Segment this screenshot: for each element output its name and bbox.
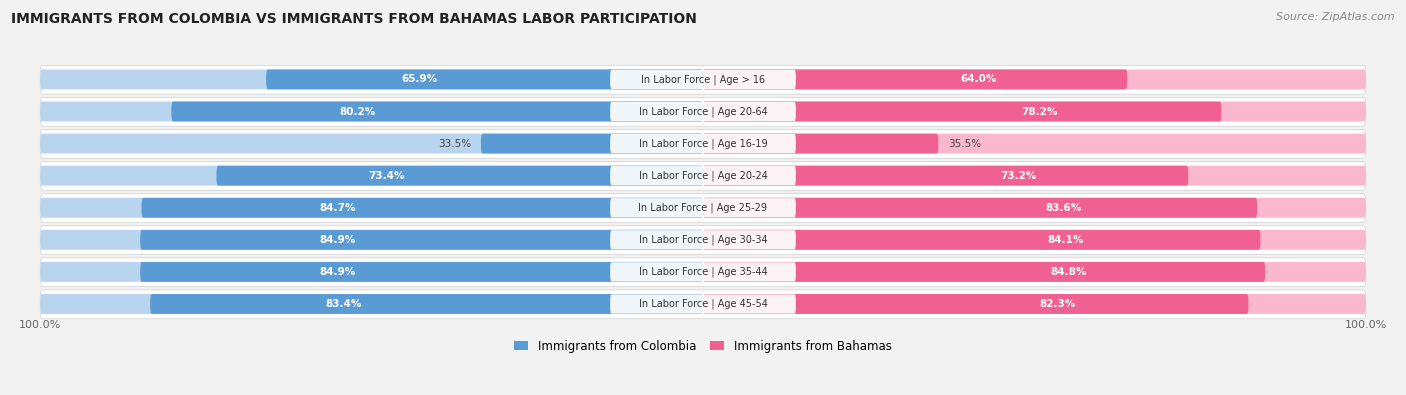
FancyBboxPatch shape — [703, 294, 1249, 314]
FancyBboxPatch shape — [703, 198, 1365, 218]
FancyBboxPatch shape — [481, 134, 703, 154]
FancyBboxPatch shape — [172, 102, 703, 121]
Text: 73.2%: 73.2% — [1000, 171, 1036, 181]
Text: 73.4%: 73.4% — [368, 171, 405, 181]
FancyBboxPatch shape — [141, 262, 703, 282]
Text: IMMIGRANTS FROM COLOMBIA VS IMMIGRANTS FROM BAHAMAS LABOR PARTICIPATION: IMMIGRANTS FROM COLOMBIA VS IMMIGRANTS F… — [11, 12, 697, 26]
FancyBboxPatch shape — [266, 70, 703, 89]
FancyBboxPatch shape — [703, 166, 1365, 186]
FancyBboxPatch shape — [150, 294, 703, 314]
Legend: Immigrants from Colombia, Immigrants from Bahamas: Immigrants from Colombia, Immigrants fro… — [509, 335, 897, 357]
FancyBboxPatch shape — [703, 70, 1365, 89]
Text: In Labor Force | Age 45-54: In Labor Force | Age 45-54 — [638, 299, 768, 309]
Text: 84.9%: 84.9% — [319, 267, 356, 277]
FancyBboxPatch shape — [610, 230, 796, 250]
FancyBboxPatch shape — [703, 102, 1365, 121]
FancyBboxPatch shape — [41, 262, 703, 282]
Text: 100.0%: 100.0% — [20, 320, 62, 330]
FancyBboxPatch shape — [610, 70, 796, 89]
FancyBboxPatch shape — [610, 134, 796, 153]
Text: 83.6%: 83.6% — [1045, 203, 1081, 213]
FancyBboxPatch shape — [41, 98, 1365, 126]
Text: In Labor Force | Age 20-64: In Labor Force | Age 20-64 — [638, 106, 768, 117]
FancyBboxPatch shape — [703, 262, 1265, 282]
Text: 78.2%: 78.2% — [1022, 107, 1059, 117]
Text: In Labor Force | Age 30-34: In Labor Force | Age 30-34 — [638, 235, 768, 245]
Text: 83.4%: 83.4% — [325, 299, 361, 309]
FancyBboxPatch shape — [41, 294, 703, 314]
FancyBboxPatch shape — [610, 102, 796, 121]
FancyBboxPatch shape — [703, 134, 1365, 154]
Text: 84.1%: 84.1% — [1047, 235, 1084, 245]
FancyBboxPatch shape — [141, 230, 703, 250]
FancyBboxPatch shape — [41, 290, 1365, 319]
FancyBboxPatch shape — [703, 166, 1188, 186]
FancyBboxPatch shape — [41, 226, 1365, 255]
FancyBboxPatch shape — [41, 134, 703, 154]
FancyBboxPatch shape — [703, 70, 1128, 89]
FancyBboxPatch shape — [142, 198, 703, 218]
FancyBboxPatch shape — [610, 198, 796, 217]
Text: 33.5%: 33.5% — [437, 139, 471, 149]
Text: In Labor Force | Age 35-44: In Labor Force | Age 35-44 — [638, 267, 768, 277]
FancyBboxPatch shape — [703, 198, 1257, 218]
Text: 84.7%: 84.7% — [319, 203, 356, 213]
FancyBboxPatch shape — [41, 70, 703, 89]
FancyBboxPatch shape — [703, 262, 1365, 282]
Text: 100.0%: 100.0% — [1344, 320, 1386, 330]
FancyBboxPatch shape — [41, 162, 1365, 190]
FancyBboxPatch shape — [610, 166, 796, 185]
Text: 82.3%: 82.3% — [1039, 299, 1076, 309]
FancyBboxPatch shape — [41, 230, 703, 250]
Text: 64.0%: 64.0% — [960, 74, 997, 85]
Text: 65.9%: 65.9% — [401, 74, 437, 85]
Text: In Labor Force | Age > 16: In Labor Force | Age > 16 — [641, 74, 765, 85]
FancyBboxPatch shape — [703, 230, 1260, 250]
FancyBboxPatch shape — [41, 194, 1365, 222]
FancyBboxPatch shape — [41, 130, 1365, 158]
FancyBboxPatch shape — [610, 262, 796, 282]
Text: 84.9%: 84.9% — [319, 235, 356, 245]
FancyBboxPatch shape — [610, 294, 796, 314]
FancyBboxPatch shape — [41, 258, 1365, 287]
FancyBboxPatch shape — [41, 166, 703, 186]
Text: 35.5%: 35.5% — [948, 139, 981, 149]
Text: 80.2%: 80.2% — [339, 107, 375, 117]
FancyBboxPatch shape — [703, 294, 1365, 314]
FancyBboxPatch shape — [217, 166, 703, 186]
Text: 84.8%: 84.8% — [1050, 267, 1087, 277]
FancyBboxPatch shape — [703, 230, 1365, 250]
FancyBboxPatch shape — [703, 102, 1222, 121]
FancyBboxPatch shape — [703, 134, 938, 154]
FancyBboxPatch shape — [41, 198, 703, 218]
FancyBboxPatch shape — [41, 102, 703, 121]
Text: In Labor Force | Age 20-24: In Labor Force | Age 20-24 — [638, 170, 768, 181]
Text: In Labor Force | Age 16-19: In Labor Force | Age 16-19 — [638, 138, 768, 149]
FancyBboxPatch shape — [41, 65, 1365, 94]
Text: Source: ZipAtlas.com: Source: ZipAtlas.com — [1277, 12, 1395, 22]
Text: In Labor Force | Age 25-29: In Labor Force | Age 25-29 — [638, 203, 768, 213]
